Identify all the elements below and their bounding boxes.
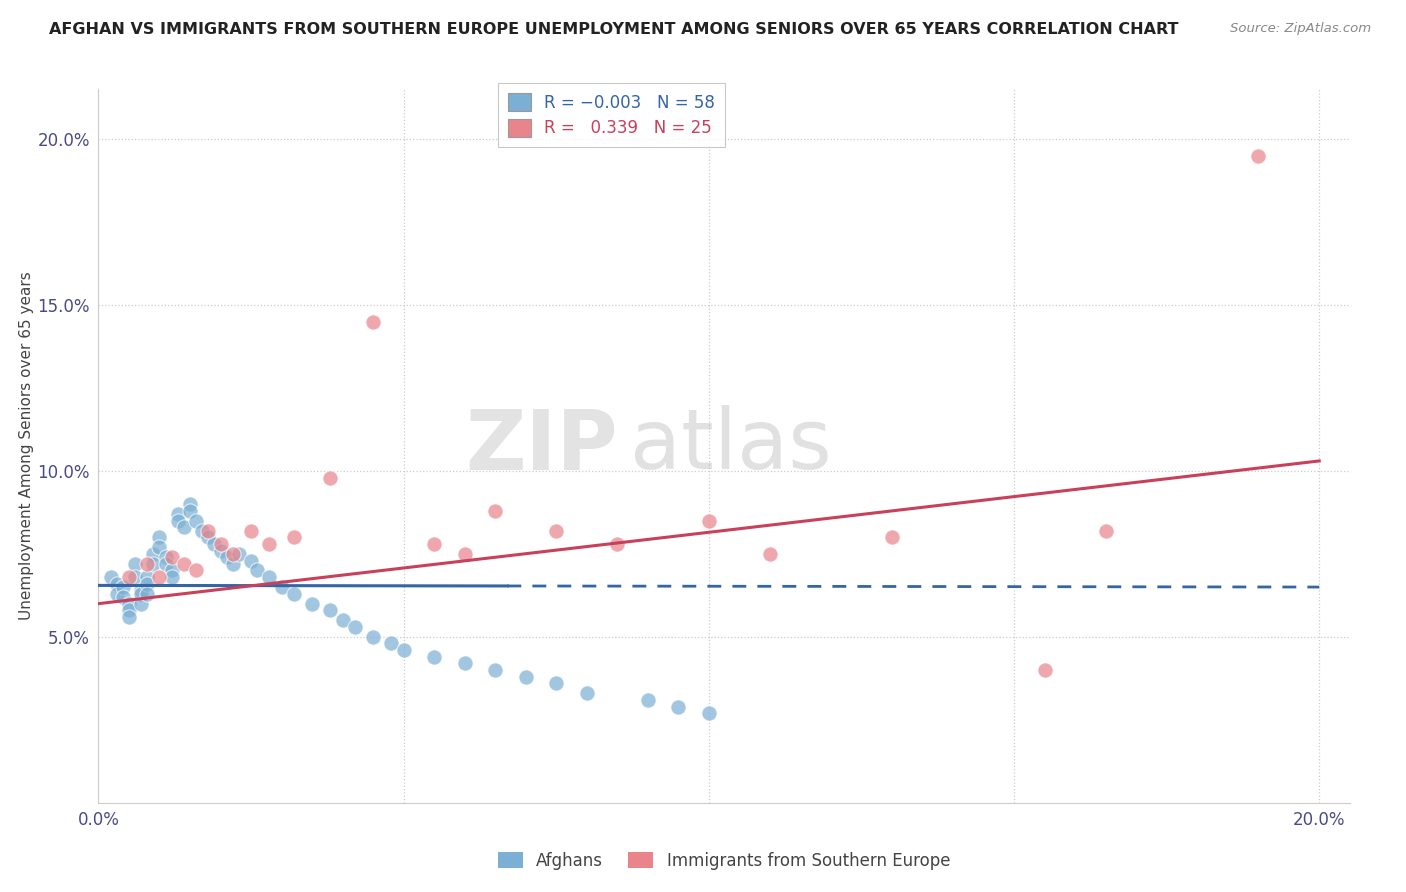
Point bbox=[222, 547, 245, 561]
Point bbox=[283, 587, 305, 601]
Point bbox=[453, 547, 475, 561]
Point bbox=[240, 553, 263, 567]
Point bbox=[111, 590, 134, 604]
Point bbox=[179, 497, 201, 511]
Point bbox=[148, 540, 170, 554]
Point bbox=[166, 514, 188, 528]
Point bbox=[380, 636, 402, 650]
Point bbox=[136, 587, 159, 601]
Point bbox=[160, 570, 183, 584]
Point bbox=[105, 576, 128, 591]
Point bbox=[118, 603, 141, 617]
Point bbox=[575, 686, 598, 700]
Point bbox=[259, 537, 281, 551]
Point bbox=[259, 570, 281, 584]
Point bbox=[666, 699, 689, 714]
Point bbox=[166, 507, 188, 521]
Point bbox=[184, 564, 207, 578]
Point bbox=[546, 524, 568, 538]
Point bbox=[136, 576, 159, 591]
Point bbox=[100, 570, 122, 584]
Point bbox=[637, 693, 659, 707]
Point bbox=[301, 597, 323, 611]
Point bbox=[148, 530, 170, 544]
Point bbox=[111, 580, 134, 594]
Point bbox=[319, 470, 342, 484]
Point bbox=[361, 630, 384, 644]
Point bbox=[148, 570, 170, 584]
Point bbox=[1094, 524, 1116, 538]
Legend: Afghans, Immigrants from Southern Europe: Afghans, Immigrants from Southern Europe bbox=[491, 846, 957, 877]
Point bbox=[880, 530, 903, 544]
Point bbox=[118, 610, 141, 624]
Point bbox=[453, 657, 475, 671]
Y-axis label: Unemployment Among Seniors over 65 years: Unemployment Among Seniors over 65 years bbox=[18, 272, 34, 620]
Point bbox=[392, 643, 415, 657]
Point bbox=[361, 314, 384, 328]
Point bbox=[606, 537, 628, 551]
Point bbox=[697, 706, 720, 721]
Point bbox=[246, 564, 269, 578]
Point bbox=[155, 550, 177, 565]
Point bbox=[136, 557, 159, 571]
Text: ZIP: ZIP bbox=[465, 406, 617, 486]
Point bbox=[155, 557, 177, 571]
Point bbox=[209, 537, 232, 551]
Point bbox=[191, 524, 214, 538]
Point bbox=[332, 613, 354, 627]
Point bbox=[160, 564, 183, 578]
Point bbox=[484, 504, 506, 518]
Point bbox=[179, 504, 201, 518]
Point bbox=[129, 587, 152, 601]
Point bbox=[228, 547, 250, 561]
Point bbox=[215, 550, 238, 565]
Point bbox=[142, 547, 165, 561]
Point bbox=[423, 649, 446, 664]
Point bbox=[142, 557, 165, 571]
Text: AFGHAN VS IMMIGRANTS FROM SOUTHERN EUROPE UNEMPLOYMENT AMONG SENIORS OVER 65 YEA: AFGHAN VS IMMIGRANTS FROM SOUTHERN EUROP… bbox=[49, 22, 1178, 37]
Point bbox=[423, 537, 446, 551]
Point bbox=[222, 557, 245, 571]
Point bbox=[129, 583, 152, 598]
Point bbox=[129, 597, 152, 611]
Point bbox=[118, 597, 141, 611]
Point bbox=[240, 524, 263, 538]
Point bbox=[209, 543, 232, 558]
Point bbox=[105, 587, 128, 601]
Point bbox=[759, 547, 782, 561]
Point bbox=[270, 580, 292, 594]
Point bbox=[283, 530, 305, 544]
Text: atlas: atlas bbox=[630, 406, 832, 486]
Point bbox=[184, 514, 207, 528]
Point bbox=[136, 570, 159, 584]
Point bbox=[173, 520, 195, 534]
Point bbox=[118, 570, 141, 584]
Point bbox=[343, 620, 366, 634]
Point bbox=[484, 663, 506, 677]
Point bbox=[197, 530, 219, 544]
Point bbox=[515, 670, 537, 684]
Point bbox=[697, 514, 720, 528]
Point bbox=[546, 676, 568, 690]
Point bbox=[160, 550, 183, 565]
Point bbox=[1247, 148, 1270, 162]
Point bbox=[124, 570, 146, 584]
Point bbox=[124, 557, 146, 571]
Point bbox=[202, 537, 225, 551]
Point bbox=[197, 524, 219, 538]
Point bbox=[173, 557, 195, 571]
Text: Source: ZipAtlas.com: Source: ZipAtlas.com bbox=[1230, 22, 1371, 36]
Point bbox=[319, 603, 342, 617]
Point bbox=[1033, 663, 1056, 677]
